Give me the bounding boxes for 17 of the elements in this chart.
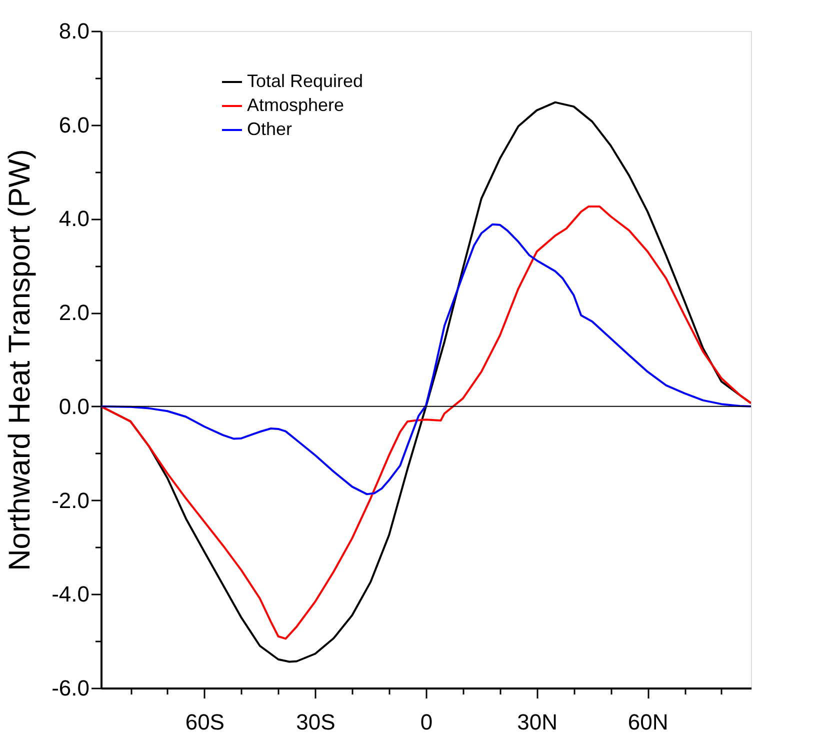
y-tick-label: 4.0 [58,206,90,232]
legend-label: Atmosphere [247,95,344,115]
y-tick-label: -2.0 [52,488,90,513]
y-tick-label: 8.0 [58,18,90,44]
y-axis-title: Northward Heat Transport (PW) [4,149,37,571]
legend-label: Total Required [247,71,364,91]
y-tick-label: 0.0 [58,394,90,419]
y-tick-label: -6.0 [52,676,90,700]
legend-label: Other [247,119,292,139]
y-tick-label: -4.0 [52,582,90,607]
x-tick-label: 30N [517,710,558,734]
y-tick-label: 6.0 [58,112,90,138]
y-tick-label: 2.0 [58,300,90,326]
x-tick-label: 0 [420,710,433,734]
x-tick-label: 30S [296,710,336,734]
x-tick-label: 60S [185,710,224,734]
x-tick-label: 60N [628,710,668,734]
